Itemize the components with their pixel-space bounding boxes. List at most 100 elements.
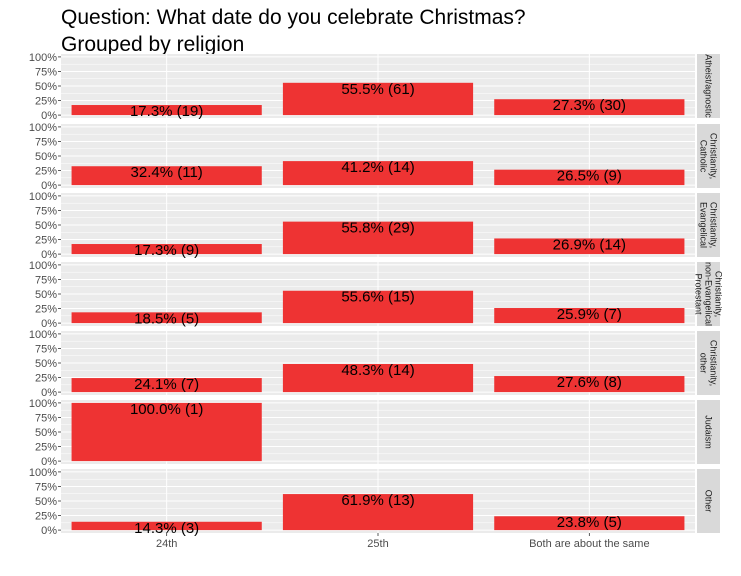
bar-data-label: 55.8% (29) — [341, 220, 414, 237]
bar — [71, 402, 262, 462]
y-tick-label: 100% — [29, 191, 57, 203]
y-tick-label: 0% — [41, 110, 57, 122]
bar-data-label: 18.5% (5) — [134, 310, 199, 327]
facet-strip-label: Atheist/agnostic — [704, 54, 714, 118]
bar-data-label: 55.5% (61) — [341, 81, 414, 98]
facet-strip-label-line: Other — [704, 490, 714, 513]
bar-data-label: 41.2% (14) — [341, 159, 414, 176]
y-tick-label: 75% — [35, 343, 57, 355]
facet-strip-label-line: Protestant — [694, 273, 704, 315]
chart-subtitle: Grouped by religion — [61, 33, 245, 56]
y-tick-label: 0% — [41, 525, 57, 537]
facet-strip-label: Christianity,Catholic — [699, 133, 719, 179]
y-tick-label: 25% — [35, 304, 57, 316]
y-tick-label: 0% — [41, 318, 57, 330]
x-tick-label: 24th — [156, 538, 177, 550]
bar — [71, 166, 262, 186]
bar — [71, 378, 262, 393]
bar-data-label: 27.6% (8) — [557, 374, 622, 391]
y-tick-label: 50% — [35, 496, 57, 508]
y-tick-label: 75% — [35, 205, 57, 217]
y-tick-label: 75% — [35, 412, 57, 424]
bar-data-label: 17.3% (9) — [134, 242, 199, 259]
facet-strip-label: Christianity,other — [699, 340, 719, 386]
y-tick-label: 50% — [35, 220, 57, 232]
y-tick-label: 0% — [41, 387, 57, 399]
y-tick-label: 75% — [35, 481, 57, 493]
facet-strip-label-line: Christianity, — [709, 133, 719, 179]
facet-strip-label-line: Christianity, — [709, 340, 719, 386]
y-tick-label: 100% — [29, 260, 57, 272]
facet-strip-label-line: other — [699, 353, 709, 374]
bar-data-label: 26.9% (14) — [553, 236, 626, 253]
bar — [71, 312, 262, 324]
facet-strip — [697, 400, 720, 464]
bar — [494, 238, 685, 255]
bar — [494, 169, 685, 186]
bar-data-label: 32.4% (11) — [131, 164, 203, 181]
facet-strip-label: Christianity,Evangelical — [699, 202, 719, 248]
y-tick-label: 100% — [29, 52, 57, 64]
bar — [494, 516, 685, 531]
chart-title-block: Question: What date do you celebrate Chr… — [61, 4, 526, 58]
bar — [282, 82, 474, 116]
facet-strip — [697, 124, 720, 188]
y-tick-label: 25% — [35, 235, 57, 247]
facet-strip — [697, 262, 720, 326]
bar-data-label: 55.6% (15) — [341, 289, 414, 306]
facet-strip-label: Judaism — [704, 415, 714, 449]
bar-data-label: 100.0% (1) — [130, 401, 203, 418]
y-tick-label: 25% — [35, 373, 57, 385]
y-tick-label: 0% — [41, 249, 57, 261]
facet-strip-label: Christianity,non-EvangelicalProtestant — [694, 262, 724, 326]
bar — [282, 494, 474, 531]
facet-strip-label-line: non-Evangelical — [704, 262, 714, 326]
bar — [282, 221, 474, 255]
y-tick-label: 75% — [35, 274, 57, 286]
bar-data-label: 27.3% (30) — [553, 97, 626, 114]
y-tick-label: 0% — [41, 456, 57, 468]
bar — [71, 105, 262, 116]
y-tick-label: 25% — [35, 166, 57, 178]
facet-strip — [697, 469, 720, 533]
bar — [494, 308, 685, 324]
y-tick-label: 50% — [35, 151, 57, 163]
bar-data-label: 17.3% (19) — [130, 103, 203, 120]
y-tick-label: 25% — [35, 442, 57, 454]
bar-data-label: 24.1% (7) — [134, 376, 199, 393]
y-tick-label: 100% — [29, 329, 57, 341]
facet-strip — [697, 193, 720, 257]
bar-data-label: 25.9% (7) — [557, 306, 622, 323]
x-tick-label: Both are about the same — [529, 538, 649, 550]
facet-strip-label-line: Catholic — [699, 140, 709, 173]
y-tick-label: 75% — [35, 136, 57, 148]
bar-data-label: 23.8% (5) — [557, 514, 622, 531]
bar — [71, 244, 262, 255]
x-tick-label: 25th — [367, 538, 388, 550]
y-tick-label: 50% — [35, 81, 57, 93]
facet-strip-label: Other — [704, 490, 714, 513]
facet-strip-label-line: Evangelical — [699, 202, 709, 248]
facet-strip — [697, 331, 720, 395]
y-tick-label: 100% — [29, 122, 57, 134]
y-tick-label: 50% — [35, 427, 57, 439]
facet-strip — [697, 54, 720, 118]
y-tick-label: 25% — [35, 96, 57, 108]
y-tick-label: 0% — [41, 180, 57, 192]
y-tick-label: 25% — [35, 511, 57, 523]
bar-data-label: 61.9% (13) — [341, 492, 414, 509]
bar-data-label: 14.3% (3) — [134, 520, 199, 537]
bar — [282, 363, 474, 393]
chart-title: Question: What date do you celebrate Chr… — [61, 6, 526, 29]
facet-strip-label-line: Atheist/agnostic — [704, 54, 714, 118]
facet-strip-label-line: Christianity, — [714, 271, 724, 317]
bar — [71, 521, 262, 531]
bar — [282, 290, 474, 324]
bar — [282, 161, 474, 186]
bar — [494, 376, 685, 393]
facet-strip-label-line: Judaism — [704, 415, 714, 449]
facet-strip-label-line: Christianity, — [709, 202, 719, 248]
y-tick-label: 100% — [29, 467, 57, 479]
y-tick-label: 100% — [29, 398, 57, 410]
